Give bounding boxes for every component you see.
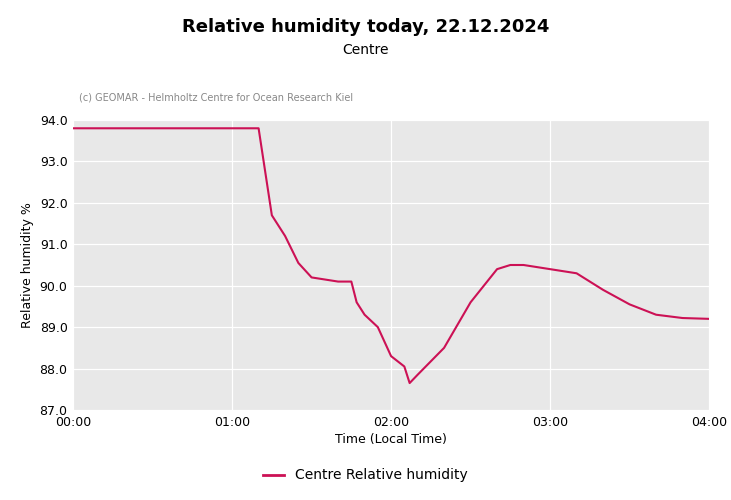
Legend: Centre Relative humidity: Centre Relative humidity (257, 463, 474, 488)
Text: (c) GEOMAR - Helmholtz Centre for Ocean Research Kiel: (c) GEOMAR - Helmholtz Centre for Ocean … (80, 92, 354, 102)
X-axis label: Time (Local Time): Time (Local Time) (335, 432, 447, 446)
Text: Relative humidity today, 22.12.2024: Relative humidity today, 22.12.2024 (182, 18, 549, 36)
Y-axis label: Relative humidity %: Relative humidity % (21, 202, 34, 328)
Text: Centre: Centre (342, 42, 389, 56)
